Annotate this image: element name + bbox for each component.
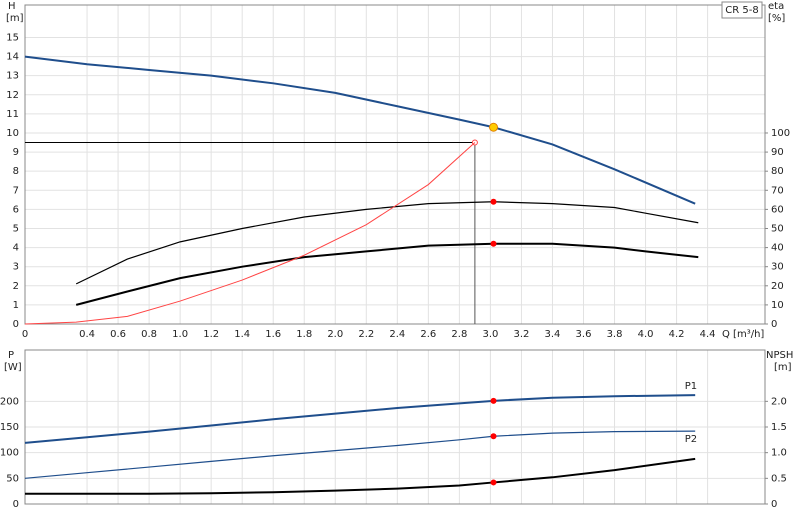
operating-point [490,479,497,486]
x-tick-label: 3.4 [545,329,561,340]
y-tick-label: 0 [13,499,19,510]
y-axis-unit: [m] [6,13,24,24]
y2-tick-label: 0 [771,319,777,330]
y2-tick-label: 70 [771,185,784,196]
y2-tick-label: 10 [771,300,784,311]
plot-frame [24,349,766,505]
x-tick-label: 2.6 [420,329,436,340]
x-tick-label: 3.8 [607,329,623,340]
y-axis-label: H [8,1,16,12]
y-axis-label: P [8,350,14,361]
y2-tick-label: 20 [771,281,784,292]
y2-tick-label: 40 [771,243,784,254]
y-tick-label: 6 [13,204,19,215]
operating-point [489,122,499,132]
y2-tick-label: 1.0 [771,448,787,459]
x-tick-label: 0.4 [79,329,95,340]
y2-tick-label: 50 [771,223,784,234]
series-line [24,430,696,479]
series-line [24,55,696,205]
y2-axis-unit: [%] [768,13,785,24]
y2-tick-label: 0 [771,499,777,510]
x-tick-label: 2.2 [358,329,374,340]
x-tick-label: 2.8 [451,329,467,340]
series-line [75,201,699,285]
x-tick-label: 1.0 [172,329,188,340]
x-tick-label: 3.2 [513,329,529,340]
y-tick-label: 3 [13,262,19,273]
operating-point [490,397,497,404]
x-tick-label: 3.6 [576,329,592,340]
y-tick-label: 0 [13,319,19,330]
y-tick-label: 50 [6,473,19,484]
x-tick-label: 1.6 [265,329,281,340]
x-tick-label: 4.2 [669,329,685,340]
y-tick-label: 14 [6,52,19,63]
series-line [24,394,696,444]
x-tick-label: 0 [22,329,28,340]
y2-tick-label: 1.5 [771,422,787,433]
y-tick-label: 200 [0,396,19,407]
model-label: CR 5-8 [725,5,758,16]
series-line [75,242,699,306]
series-label: P1 [685,381,697,392]
x-tick-label: 2.0 [327,329,343,340]
y2-tick-label: 90 [771,147,784,158]
x-axis-label: Q [m³/h] [722,329,764,340]
model-box [721,1,763,19]
y-tick-label: 11 [6,109,19,120]
y2-axis-unit: [m] [774,362,792,373]
x-tick-label: 0.6 [110,329,126,340]
x-tick-label: 1.4 [234,329,250,340]
series-line [25,457,696,495]
x-tick-label: 1.8 [296,329,312,340]
y2-tick-label: 60 [771,204,784,215]
y-tick-label: 13 [6,71,19,82]
y-tick-label: 150 [0,422,19,433]
y2-tick-label: 80 [771,166,784,177]
x-tick-label: 2.4 [389,329,405,340]
y-tick-label: 100 [0,448,19,459]
x-tick-label: 0.8 [141,329,157,340]
y2-tick-label: 2.0 [771,396,787,407]
y-tick-label: 7 [13,185,19,196]
y2-axis-label: NPSH [766,350,793,361]
x-tick-label: 1.2 [203,329,219,340]
x-tick-label: 4.4 [700,329,716,340]
operating-point [490,240,497,247]
y2-tick-label: 100 [771,128,790,139]
x-tick-label: 4.0 [638,329,654,340]
operating-point [490,198,497,205]
y-tick-label: 8 [13,166,19,177]
y-tick-label: 4 [13,243,19,254]
x-tick-label: 3.0 [482,329,498,340]
y-axis-unit: [W] [4,362,22,373]
series-label: P2 [685,434,697,445]
operating-point [490,433,497,440]
y2-tick-label: 0.5 [771,473,787,484]
y-tick-label: 1 [13,300,19,311]
series-line [24,142,476,325]
plot-frame [24,4,766,325]
y-tick-label: 10 [6,128,19,139]
y2-tick-label: 30 [771,262,784,273]
y-tick-label: 2 [13,281,19,292]
y-tick-label: 9 [13,147,19,158]
y2-axis-label: eta [768,1,784,12]
y-tick-label: 5 [13,223,19,234]
y-tick-label: 12 [6,90,19,101]
y-tick-label: 15 [6,32,19,43]
